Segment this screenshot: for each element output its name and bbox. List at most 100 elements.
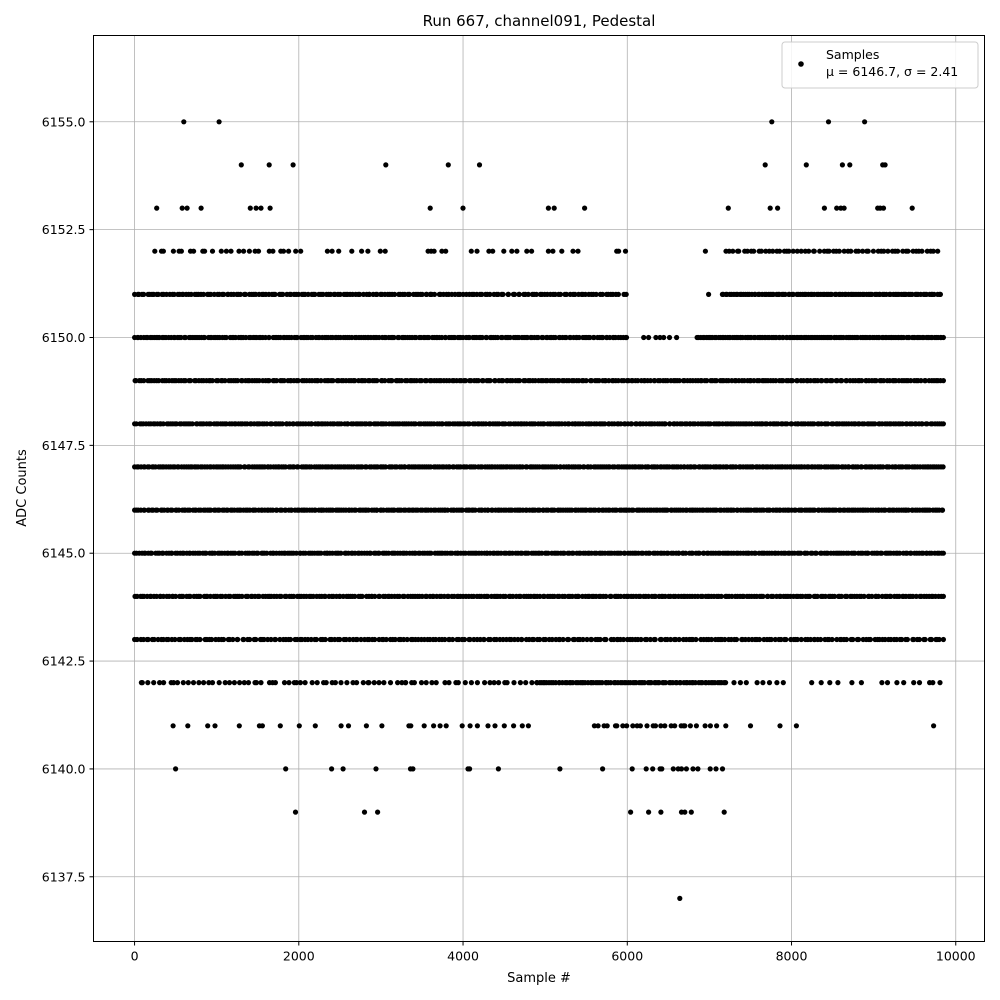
- data-point: [368, 550, 374, 556]
- data-point: [687, 723, 694, 729]
- data-point: [442, 636, 448, 643]
- data-point: [395, 680, 401, 686]
- data-point: [533, 291, 540, 297]
- data-point: [482, 680, 488, 686]
- data-point: [377, 248, 383, 254]
- data-point: [347, 636, 353, 643]
- data-point: [919, 421, 925, 427]
- data-point: [614, 723, 620, 729]
- data-point: [358, 636, 364, 643]
- data-point: [361, 809, 368, 815]
- data-point: [223, 334, 229, 341]
- data-point: [145, 636, 151, 643]
- data-point: [227, 593, 233, 600]
- data-point: [940, 636, 947, 643]
- data-point: [272, 291, 278, 297]
- data-point: [721, 809, 727, 815]
- data-point: [939, 507, 946, 513]
- data-point: [178, 248, 184, 254]
- data-point: [666, 334, 673, 341]
- data-point: [570, 248, 576, 254]
- data-point: [723, 723, 729, 729]
- data-point: [237, 464, 243, 470]
- data-point: [484, 334, 490, 341]
- data-point: [185, 680, 191, 686]
- data-point: [236, 248, 242, 254]
- data-point: [472, 507, 478, 513]
- data-point: [171, 680, 177, 686]
- data-point: [767, 205, 773, 211]
- data-point: [352, 593, 358, 600]
- data-point: [593, 291, 599, 297]
- data-point: [200, 291, 207, 297]
- data-point: [704, 378, 710, 384]
- data-point: [602, 421, 608, 427]
- data-point: [747, 723, 754, 729]
- data-point: [502, 593, 508, 600]
- data-point: [865, 550, 871, 556]
- data-point: [726, 248, 732, 254]
- data-point: [719, 766, 726, 772]
- data-point: [272, 636, 279, 643]
- data-point: [169, 507, 175, 513]
- data-point: [459, 723, 465, 729]
- data-point: [487, 291, 493, 297]
- data-point: [282, 464, 289, 470]
- data-point: [523, 680, 529, 686]
- data-point: [850, 636, 856, 643]
- data-point: [725, 205, 731, 211]
- data-point: [221, 291, 227, 297]
- data-point: [476, 162, 483, 168]
- data-point: [421, 723, 427, 729]
- data-point: [239, 593, 245, 600]
- data-point: [860, 248, 866, 254]
- data-point: [516, 291, 522, 297]
- data-point: [443, 723, 449, 729]
- data-point: [752, 550, 759, 556]
- data-point: [647, 636, 654, 643]
- data-point: [620, 723, 626, 729]
- data-point: [922, 378, 929, 384]
- data-point: [446, 680, 452, 686]
- data-point: [281, 378, 287, 384]
- data-point: [880, 464, 886, 470]
- data-point: [202, 334, 208, 341]
- data-point: [535, 334, 541, 341]
- data-point: [551, 507, 557, 513]
- data-point: [312, 723, 318, 729]
- data-point: [736, 248, 742, 254]
- data-point: [888, 593, 894, 600]
- data-point: [428, 550, 434, 556]
- data-point: [894, 680, 900, 686]
- y-tick-label: 6155.0: [42, 114, 86, 129]
- data-point: [182, 378, 188, 384]
- data-point: [258, 680, 264, 686]
- data-point: [308, 636, 314, 643]
- data-point: [913, 593, 919, 600]
- data-point: [882, 162, 888, 168]
- data-point: [509, 248, 515, 254]
- data-point: [881, 378, 887, 384]
- data-point: [869, 593, 875, 600]
- y-tick-label: 6147.5: [42, 438, 86, 453]
- data-point: [345, 421, 351, 427]
- data-point: [198, 205, 204, 211]
- data-point: [239, 550, 245, 556]
- data-point: [829, 636, 835, 643]
- data-point: [794, 248, 800, 254]
- data-point: [733, 636, 740, 643]
- data-point: [141, 507, 147, 513]
- data-point: [519, 723, 525, 729]
- data-point: [392, 636, 398, 643]
- data-point: [474, 680, 480, 686]
- data-point: [445, 162, 451, 168]
- x-tick-label: 2000: [283, 949, 315, 964]
- data-point: [661, 334, 667, 341]
- data-point: [744, 248, 751, 254]
- data-point: [916, 680, 923, 686]
- data-point: [813, 550, 819, 556]
- data-point: [817, 248, 823, 254]
- data-point: [775, 205, 781, 211]
- y-tick-label: 6145.0: [42, 546, 86, 561]
- data-point: [867, 636, 874, 643]
